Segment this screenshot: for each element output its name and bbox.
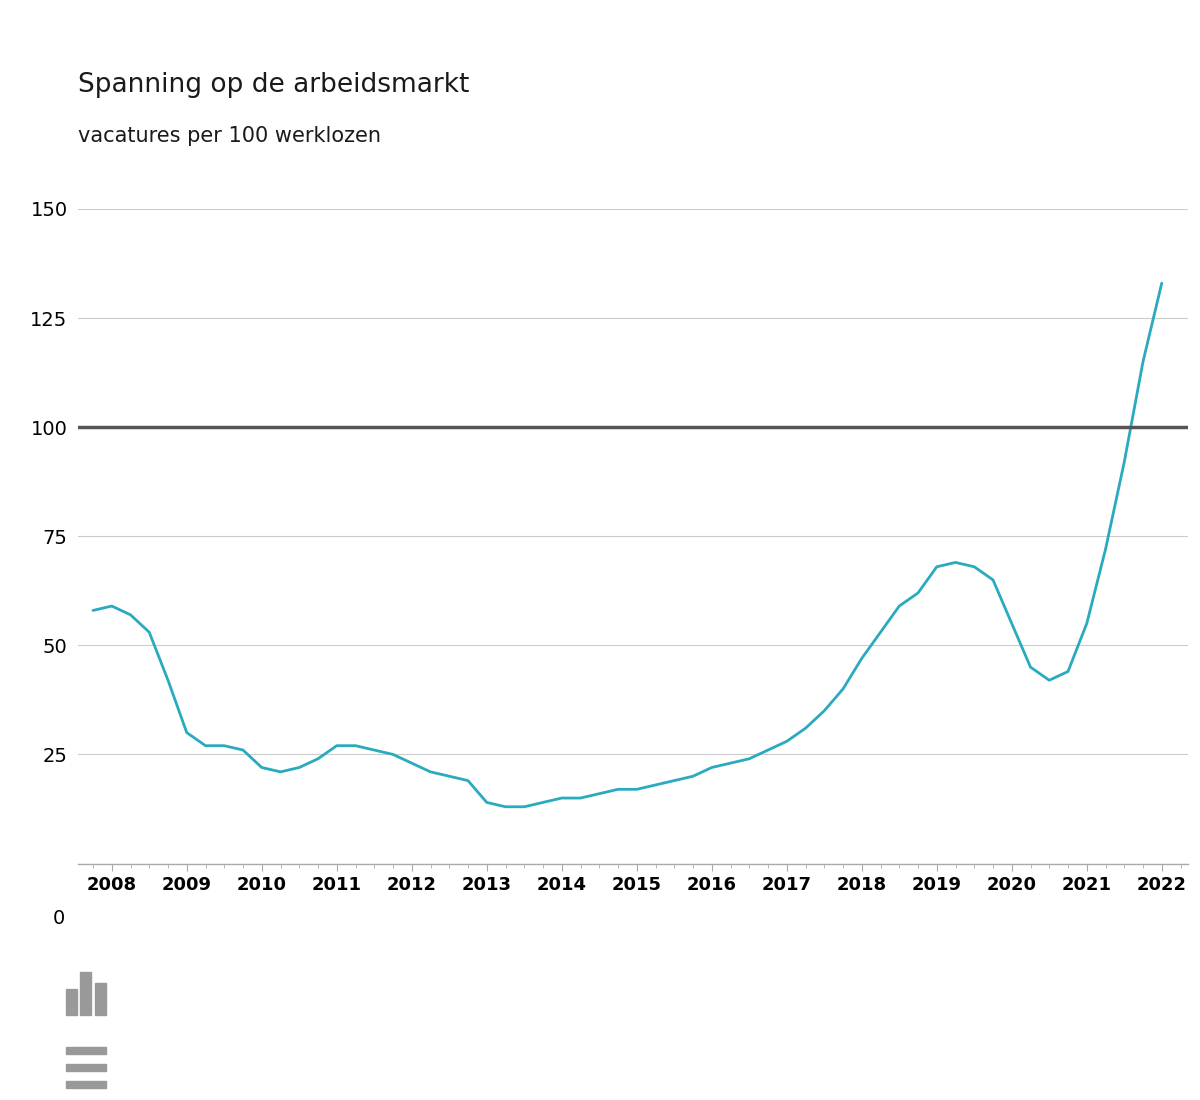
- Bar: [66, 1047, 106, 1054]
- Bar: [95, 982, 106, 1014]
- Text: vacatures per 100 werklozen: vacatures per 100 werklozen: [78, 126, 382, 146]
- Bar: [80, 972, 91, 1014]
- Bar: [66, 989, 77, 1014]
- Bar: [66, 1081, 106, 1088]
- Text: 0: 0: [53, 910, 65, 928]
- Text: Spanning op de arbeidsmarkt: Spanning op de arbeidsmarkt: [78, 72, 469, 98]
- Bar: [66, 1064, 106, 1071]
